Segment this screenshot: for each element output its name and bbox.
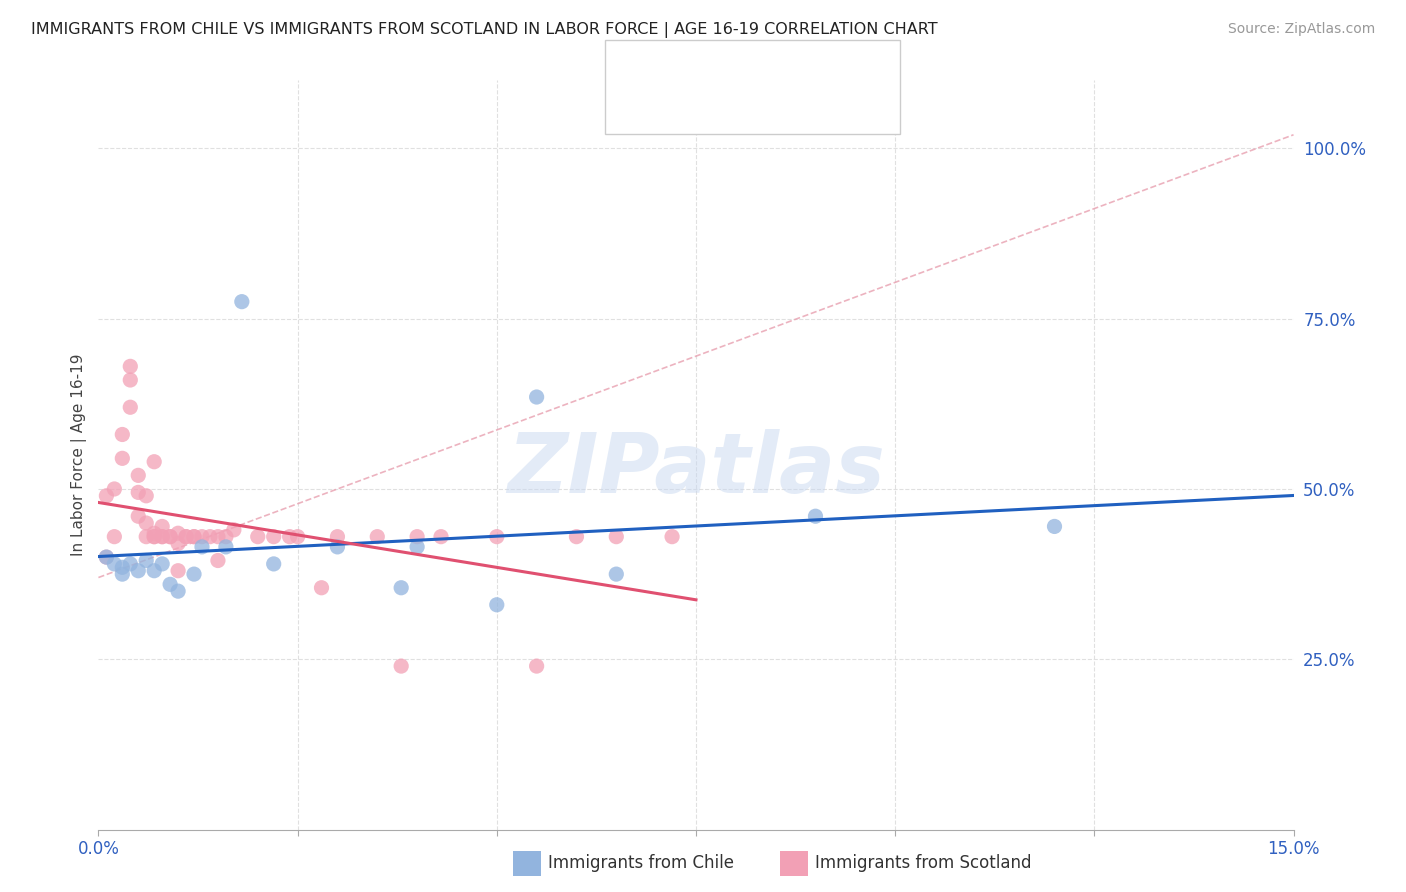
Point: [127, 564, 149, 578]
Point: [143, 455, 166, 469]
Point: [406, 530, 429, 544]
Point: [150, 530, 173, 544]
Point: [246, 530, 269, 544]
Point: [143, 564, 166, 578]
Point: [406, 540, 429, 554]
Point: [207, 553, 229, 567]
Point: [127, 468, 149, 483]
Text: 24: 24: [815, 69, 841, 88]
Point: [167, 584, 190, 599]
Point: [605, 530, 627, 544]
Text: 0.284: 0.284: [707, 100, 766, 120]
Point: [150, 557, 173, 571]
Point: [526, 390, 548, 404]
Point: [222, 523, 245, 537]
Y-axis label: In Labor Force | Age 16-19: In Labor Force | Age 16-19: [72, 353, 87, 557]
Point: [526, 659, 548, 673]
Point: [143, 526, 166, 541]
Point: [287, 530, 309, 544]
Point: [167, 564, 190, 578]
Point: [326, 540, 349, 554]
Point: [96, 550, 118, 565]
Point: [191, 540, 214, 554]
Point: [191, 530, 214, 544]
Point: [120, 401, 142, 415]
Point: [366, 530, 388, 544]
Point: [311, 581, 333, 595]
Point: [183, 567, 205, 582]
Point: [326, 530, 349, 544]
Point: [111, 560, 134, 574]
Point: [804, 509, 827, 524]
Point: [120, 373, 142, 387]
Point: [111, 427, 134, 442]
Point: [120, 557, 142, 571]
Point: [135, 516, 157, 530]
Text: Immigrants from Scotland: Immigrants from Scotland: [815, 855, 1032, 872]
Point: [485, 598, 508, 612]
Point: [96, 489, 118, 503]
Point: [143, 530, 166, 544]
Point: [135, 489, 157, 503]
Text: Immigrants from Chile: Immigrants from Chile: [548, 855, 734, 872]
Point: [103, 482, 125, 496]
Point: [135, 553, 157, 567]
Point: [278, 530, 301, 544]
Point: [389, 659, 412, 673]
Point: [135, 530, 157, 544]
Point: [263, 530, 285, 544]
Point: [215, 530, 238, 544]
Point: [143, 530, 166, 544]
Text: Source: ZipAtlas.com: Source: ZipAtlas.com: [1227, 22, 1375, 37]
Point: [485, 530, 508, 544]
Point: [198, 530, 221, 544]
Point: [111, 451, 134, 466]
Point: [167, 526, 190, 541]
Point: [430, 530, 453, 544]
Point: [183, 530, 205, 544]
Point: [389, 581, 412, 595]
Point: [231, 294, 253, 309]
Text: 52: 52: [815, 100, 841, 120]
Point: [120, 359, 142, 374]
Point: [96, 550, 118, 565]
Text: R =: R =: [665, 69, 706, 88]
Point: [207, 530, 229, 544]
Point: [103, 530, 125, 544]
Point: [174, 530, 197, 544]
Point: [127, 485, 149, 500]
Point: [167, 536, 190, 550]
Point: [174, 530, 197, 544]
Point: [1043, 519, 1066, 533]
Text: N =: N =: [775, 100, 817, 120]
Text: ZIPatlas: ZIPatlas: [508, 429, 884, 510]
Point: [661, 530, 683, 544]
Point: [159, 530, 181, 544]
Point: [103, 557, 125, 571]
Point: [159, 530, 181, 544]
Point: [605, 567, 627, 582]
Point: [215, 540, 238, 554]
Text: 0.197: 0.197: [707, 69, 766, 88]
Point: [159, 577, 181, 591]
Point: [127, 509, 149, 524]
Text: IMMIGRANTS FROM CHILE VS IMMIGRANTS FROM SCOTLAND IN LABOR FORCE | AGE 16-19 COR: IMMIGRANTS FROM CHILE VS IMMIGRANTS FROM…: [31, 22, 938, 38]
Point: [565, 530, 588, 544]
Point: [150, 530, 173, 544]
Text: N =: N =: [775, 69, 817, 88]
Point: [150, 519, 173, 533]
Text: R =: R =: [665, 100, 706, 120]
Point: [111, 567, 134, 582]
Point: [263, 557, 285, 571]
Point: [183, 530, 205, 544]
